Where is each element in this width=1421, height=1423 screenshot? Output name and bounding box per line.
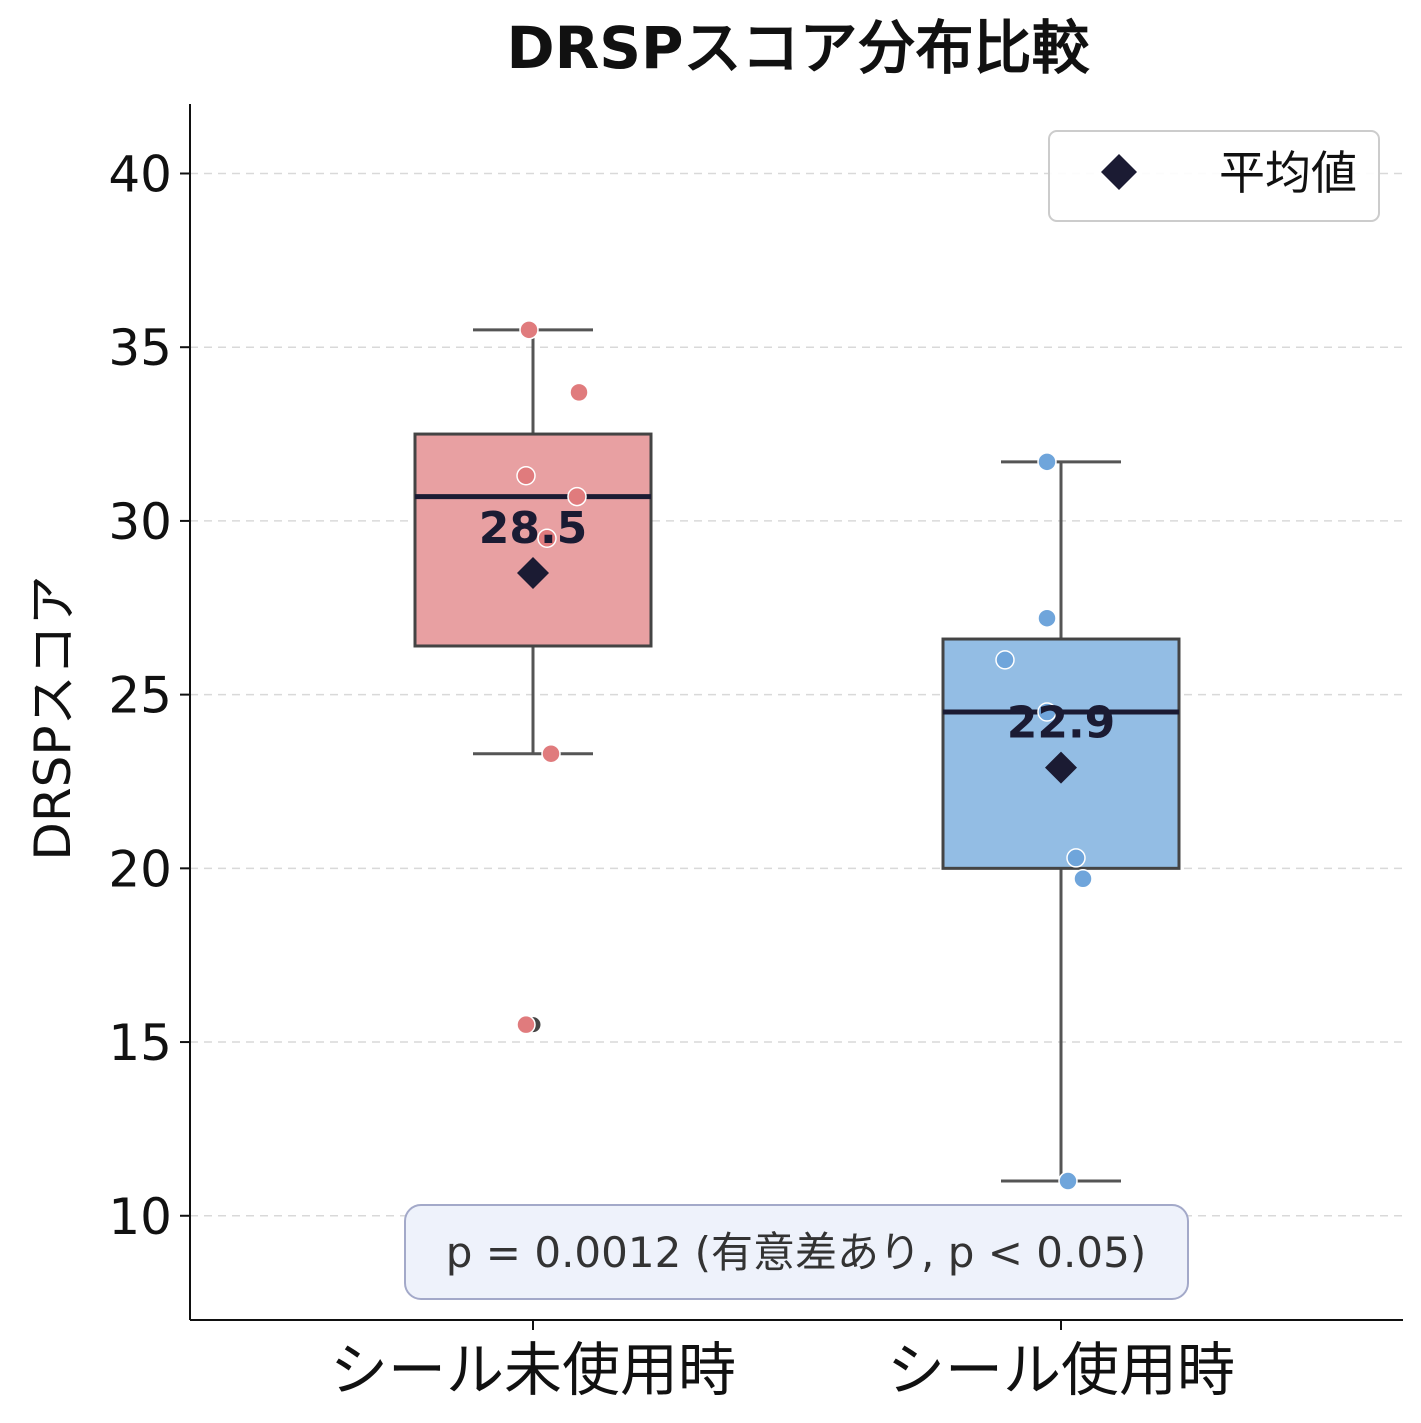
data-point: [1073, 869, 1093, 889]
mean-diamond: [1045, 751, 1077, 784]
chart-title: DRSPスコア分布比較: [506, 14, 1090, 82]
data-point: [569, 382, 589, 403]
x-tick-label: シール未使用時: [330, 1336, 736, 1404]
y-axis-label: DRSPスコア: [24, 575, 82, 860]
data-point: [1037, 452, 1057, 472]
data-point: [537, 528, 557, 549]
data-point: [1066, 848, 1086, 868]
data-point: [1037, 702, 1057, 722]
y-tick-label: 20: [108, 840, 172, 898]
y-tick-label: 15: [108, 1014, 172, 1072]
annotation-box: [404, 1204, 1189, 1300]
mean-value-label: 22.9: [1007, 698, 1116, 749]
data-point: [1037, 608, 1057, 628]
box-layer: [413, 328, 1181, 1183]
mean-layer: 28.5 22.9: [479, 503, 1116, 784]
grid-lines: [190, 172, 1403, 1217]
y-tick-label: 25: [108, 667, 172, 725]
legend-diamond-icon: [1101, 154, 1137, 190]
y-tick-label: 40: [108, 145, 172, 203]
data-point: [516, 465, 536, 486]
legend-label: 平均値: [1219, 146, 1357, 200]
mean-value-label: 28.5: [479, 503, 588, 554]
legend: 平均値: [1048, 130, 1380, 222]
data-point: [1058, 1171, 1078, 1191]
x-tick-label: シール使用時: [887, 1336, 1235, 1404]
data-point: [516, 1014, 536, 1035]
y-tick-label: 35: [108, 319, 172, 377]
p-value-annotation: p = 0.0012 (有意差あり, p < 0.05): [404, 1204, 1189, 1300]
legend-box: [1048, 130, 1380, 222]
data-point: [567, 486, 587, 507]
annotation-text: p = 0.0012 (有意差あり, p < 0.05): [446, 1228, 1146, 1277]
mean-diamond: [517, 557, 549, 590]
data-point: [541, 743, 561, 764]
y-tick-label: 10: [108, 1188, 172, 1246]
point-layer: [516, 320, 1093, 1191]
axes: 10 15 20 25 30 35 40 シール未使用時 シール使用時: [108, 104, 1403, 1404]
data-point: [995, 650, 1015, 670]
y-tick-label: 30: [108, 493, 172, 551]
data-point: [519, 320, 539, 340]
